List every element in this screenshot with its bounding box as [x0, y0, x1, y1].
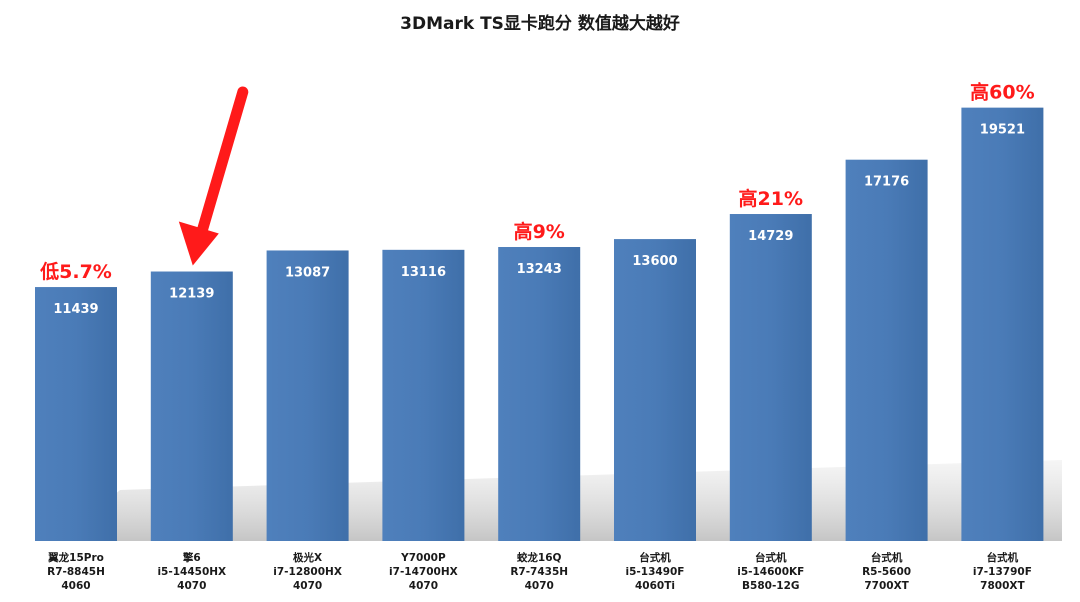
category-label: 台式机 [871, 551, 903, 564]
category-label: i7-14700HX [389, 566, 458, 578]
annotation-label: 高21% [739, 187, 803, 210]
category-label: i5-13490F [626, 566, 685, 578]
bar [150, 271, 233, 541]
bar [498, 247, 581, 541]
bar [266, 250, 349, 541]
annotation-label: 低5.7% [39, 260, 112, 283]
bar [729, 214, 812, 541]
bar [382, 249, 465, 541]
bar [845, 159, 928, 541]
bar [35, 287, 117, 541]
category-label: B580-12G [742, 580, 800, 592]
bar [961, 107, 1044, 542]
category-label: R7-8845H [47, 566, 105, 578]
value-label: 13087 [285, 265, 330, 280]
category-label: 台式机 [987, 551, 1019, 564]
value-label: 13600 [632, 254, 677, 269]
category-label: 4070 [525, 580, 554, 592]
highlight-arrow [195, 86, 249, 242]
category-label: R7-7435H [510, 566, 568, 578]
highlight-arrow-head [178, 221, 219, 266]
annotation-label: 高60% [970, 81, 1034, 104]
value-label: 13116 [401, 265, 446, 280]
value-label: 19521 [980, 123, 1025, 138]
value-label: 17176 [864, 175, 909, 190]
category-label: 台式机 [639, 551, 671, 564]
category-label: i7-12800HX [273, 566, 342, 578]
category-label: 7700XT [864, 580, 909, 592]
category-label: 擎6 [183, 551, 201, 564]
category-label: 极光X [293, 551, 322, 564]
category-label: 4070 [177, 580, 206, 592]
value-label: 14729 [748, 229, 793, 244]
value-label: 11439 [53, 302, 98, 317]
value-label: 13243 [517, 262, 562, 277]
category-label: 4070 [293, 580, 322, 592]
chart-title: 3DMark TS显卡跑分 数值越大越好 [400, 14, 680, 34]
category-label: 台式机 [755, 551, 787, 564]
category-label: 翼龙15Pro [47, 551, 104, 564]
category-label: 蛟龙16Q [517, 551, 562, 564]
category-label: 4070 [409, 580, 438, 592]
category-label: 7800XT [980, 580, 1025, 592]
bar [614, 239, 696, 541]
category-label: i7-13790F [973, 566, 1032, 578]
category-label: Y7000P [400, 552, 446, 564]
category-label: i5-14600KF [737, 566, 804, 578]
category-label: 4060Ti [635, 580, 675, 592]
category-label: i5-14450HX [157, 566, 226, 578]
annotation-label: 高9% [514, 220, 565, 243]
category-label: 4060 [61, 580, 90, 592]
category-label: R5-5600 [862, 566, 911, 578]
value-label: 12139 [169, 287, 214, 302]
